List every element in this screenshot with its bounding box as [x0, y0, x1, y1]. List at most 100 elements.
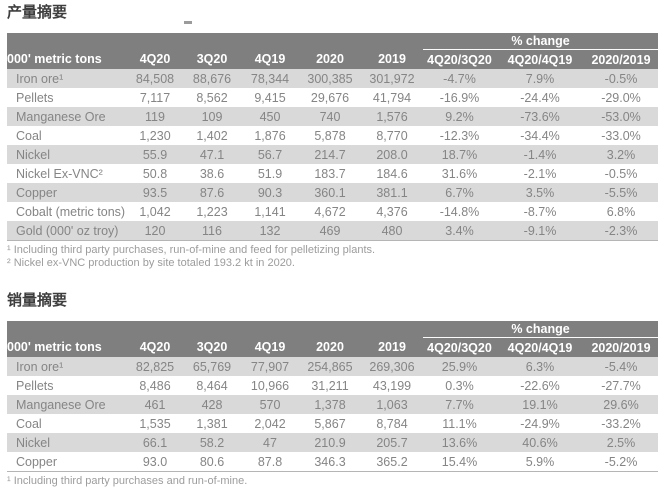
column-header-2019: 2019 [361, 337, 423, 357]
production-table: % change 000' metric tons 4Q20 3Q20 4Q19… [7, 33, 658, 241]
column-header-2020: 2020 [299, 49, 361, 69]
row-label: Nickel [7, 433, 127, 452]
column-header-4q20: 4Q20 [127, 337, 183, 357]
value-cell: -5.5% [584, 183, 658, 202]
value-cell: 214.7 [299, 145, 361, 164]
header-spacer [7, 33, 423, 50]
value-cell: 119 [127, 107, 183, 126]
table-row: Copper 93.0 80.6 87.8 346.3 365.2 15.4% … [7, 452, 658, 472]
value-cell: -24.9% [496, 414, 584, 433]
sales-table: % change 000' metric tons 4Q20 3Q20 4Q19… [7, 321, 658, 472]
value-cell: 740 [299, 107, 361, 126]
value-cell: 469 [299, 221, 361, 241]
value-cell: 8,486 [127, 376, 183, 395]
column-header-4q19: 4Q19 [241, 49, 299, 69]
column-header-2019: 2019 [361, 49, 423, 69]
value-cell: 7,117 [127, 88, 183, 107]
table-row: Gold (000' oz troy) 120 116 132 469 480 … [7, 221, 658, 241]
value-cell: -29.0% [584, 88, 658, 107]
value-cell: 7.7% [423, 395, 496, 414]
unit-column-header: 000' metric tons [7, 49, 127, 69]
table-row: Coal 1,230 1,402 1,876 5,878 8,770 -12.3… [7, 126, 658, 145]
production-table-header: % change 000' metric tons 4Q20 3Q20 4Q19… [7, 33, 658, 69]
value-cell: 65,769 [183, 357, 241, 376]
row-label: Pellets [7, 88, 127, 107]
value-cell: 18.7% [423, 145, 496, 164]
value-cell: 93.0 [127, 452, 183, 472]
table-row: Pellets 7,117 8,562 9,415 29,676 41,794 … [7, 88, 658, 107]
value-cell: 93.5 [127, 183, 183, 202]
sales-table-body: Iron ore¹ 82,825 65,769 77,907 254,865 2… [7, 357, 658, 472]
value-cell: -73.6% [496, 107, 584, 126]
footnote: ¹ Including third party purchases and ru… [7, 475, 248, 487]
table-row: Nickel 66.1 58.2 47 210.9 205.7 13.6% 40… [7, 433, 658, 452]
value-cell: -0.5% [584, 164, 658, 183]
value-cell: 55.9 [127, 145, 183, 164]
sales-table-header: % change 000' metric tons 4Q20 3Q20 4Q19… [7, 321, 658, 357]
value-cell: 47 [241, 433, 299, 452]
value-cell: 480 [361, 221, 423, 241]
value-cell: -12.3% [423, 126, 496, 145]
value-cell: 25.9% [423, 357, 496, 376]
column-header-4q20: 4Q20 [127, 49, 183, 69]
value-cell: 3.2% [584, 145, 658, 164]
value-cell: 58.2 [183, 433, 241, 452]
value-cell: 461 [127, 395, 183, 414]
value-cell: 1,230 [127, 126, 183, 145]
value-cell: -1.4% [496, 145, 584, 164]
value-cell: 1,402 [183, 126, 241, 145]
value-cell: 47.1 [183, 145, 241, 164]
row-label: Iron ore¹ [7, 69, 127, 88]
value-cell: -33.2% [584, 414, 658, 433]
value-cell: -33.0% [584, 126, 658, 145]
value-cell: 11.1% [423, 414, 496, 433]
value-cell: 301,972 [361, 69, 423, 88]
column-header-2020: 2020 [299, 337, 361, 357]
column-header-4q20-3q20: 4Q20/3Q20 [423, 49, 496, 69]
row-label: Copper [7, 452, 127, 472]
value-cell: 40.6% [496, 433, 584, 452]
value-cell: 6.3% [496, 357, 584, 376]
value-cell: -2.3% [584, 221, 658, 241]
value-cell: 1,381 [183, 414, 241, 433]
value-cell: 51.9 [241, 164, 299, 183]
value-cell: 29,676 [299, 88, 361, 107]
value-cell: 1,141 [241, 202, 299, 221]
value-cell: 205.7 [361, 433, 423, 452]
value-cell: 31.6% [423, 164, 496, 183]
value-cell: 1,576 [361, 107, 423, 126]
value-cell: 1,876 [241, 126, 299, 145]
value-cell: 43,199 [361, 376, 423, 395]
value-cell: 4,376 [361, 202, 423, 221]
value-cell: 1,042 [127, 202, 183, 221]
value-cell: 29.6% [584, 395, 658, 414]
column-header-4q20-3q20: 4Q20/3Q20 [423, 337, 496, 357]
row-label: Manganese Ore [7, 395, 127, 414]
value-cell: 8,464 [183, 376, 241, 395]
value-cell: 3.4% [423, 221, 496, 241]
value-cell: 6.8% [584, 202, 658, 221]
value-cell: 84,508 [127, 69, 183, 88]
value-cell: -53.0% [584, 107, 658, 126]
value-cell: 87.6 [183, 183, 241, 202]
unit-column-header: 000' metric tons [7, 337, 127, 357]
value-cell: 7.9% [496, 69, 584, 88]
production-table-body: Iron ore¹ 84,508 88,676 78,344 300,385 3… [7, 69, 658, 241]
value-cell: 183.7 [299, 164, 361, 183]
value-cell: 269,306 [361, 357, 423, 376]
column-header-4q19: 4Q19 [241, 337, 299, 357]
value-cell: 78,344 [241, 69, 299, 88]
value-cell: 9,415 [241, 88, 299, 107]
table-row: Copper 93.5 87.6 90.3 360.1 381.1 6.7% 3… [7, 183, 658, 202]
value-cell: -2.1% [496, 164, 584, 183]
row-label: Manganese Ore [7, 107, 127, 126]
value-cell: 1,378 [299, 395, 361, 414]
value-cell: -16.9% [423, 88, 496, 107]
value-cell: 570 [241, 395, 299, 414]
value-cell: 87.8 [241, 452, 299, 472]
value-cell: 9.2% [423, 107, 496, 126]
column-header-3q20: 3Q20 [183, 337, 241, 357]
value-cell: 2.5% [584, 433, 658, 452]
value-cell: -0.5% [584, 69, 658, 88]
